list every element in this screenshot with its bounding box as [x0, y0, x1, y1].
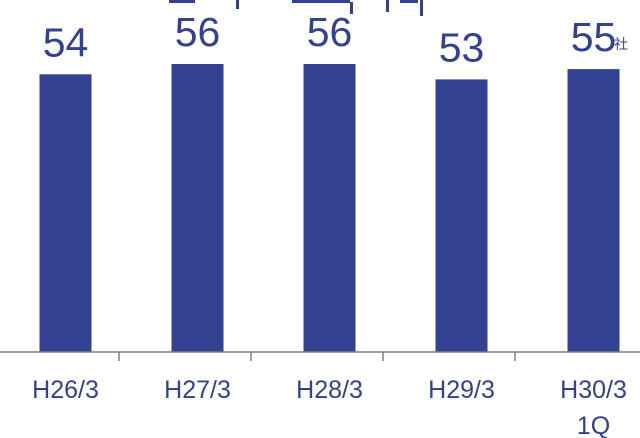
value-label-2: 56 [307, 9, 353, 55]
unit-label: 社 [614, 37, 628, 53]
x-axis-ticks [118, 352, 516, 361]
category-label-1: H27/3 [164, 376, 231, 404]
title-fragment [169, 0, 423, 16]
category-label-0: H26/3 [32, 376, 99, 404]
bar-3 [435, 79, 488, 353]
bar-0 [39, 74, 92, 353]
bar-2 [303, 64, 356, 352]
category-label-2: H28/3 [296, 376, 363, 404]
value-labels-group: 54 56 56 53 55 [43, 9, 617, 70]
category-label-4: H30/3 1Q [560, 376, 627, 438]
value-label-4: 55 [571, 14, 617, 60]
value-label-3: 53 [439, 24, 485, 70]
bars-group [39, 64, 620, 353]
value-label-1: 56 [175, 9, 221, 55]
value-label-0: 54 [43, 19, 89, 65]
category-labels-group: H26/3 H27/3 H28/3 H29/3 H30/3 1Q [32, 376, 627, 438]
bar-4 [567, 69, 620, 352]
category-label-3: H29/3 [428, 376, 495, 404]
bar-1 [171, 64, 224, 352]
